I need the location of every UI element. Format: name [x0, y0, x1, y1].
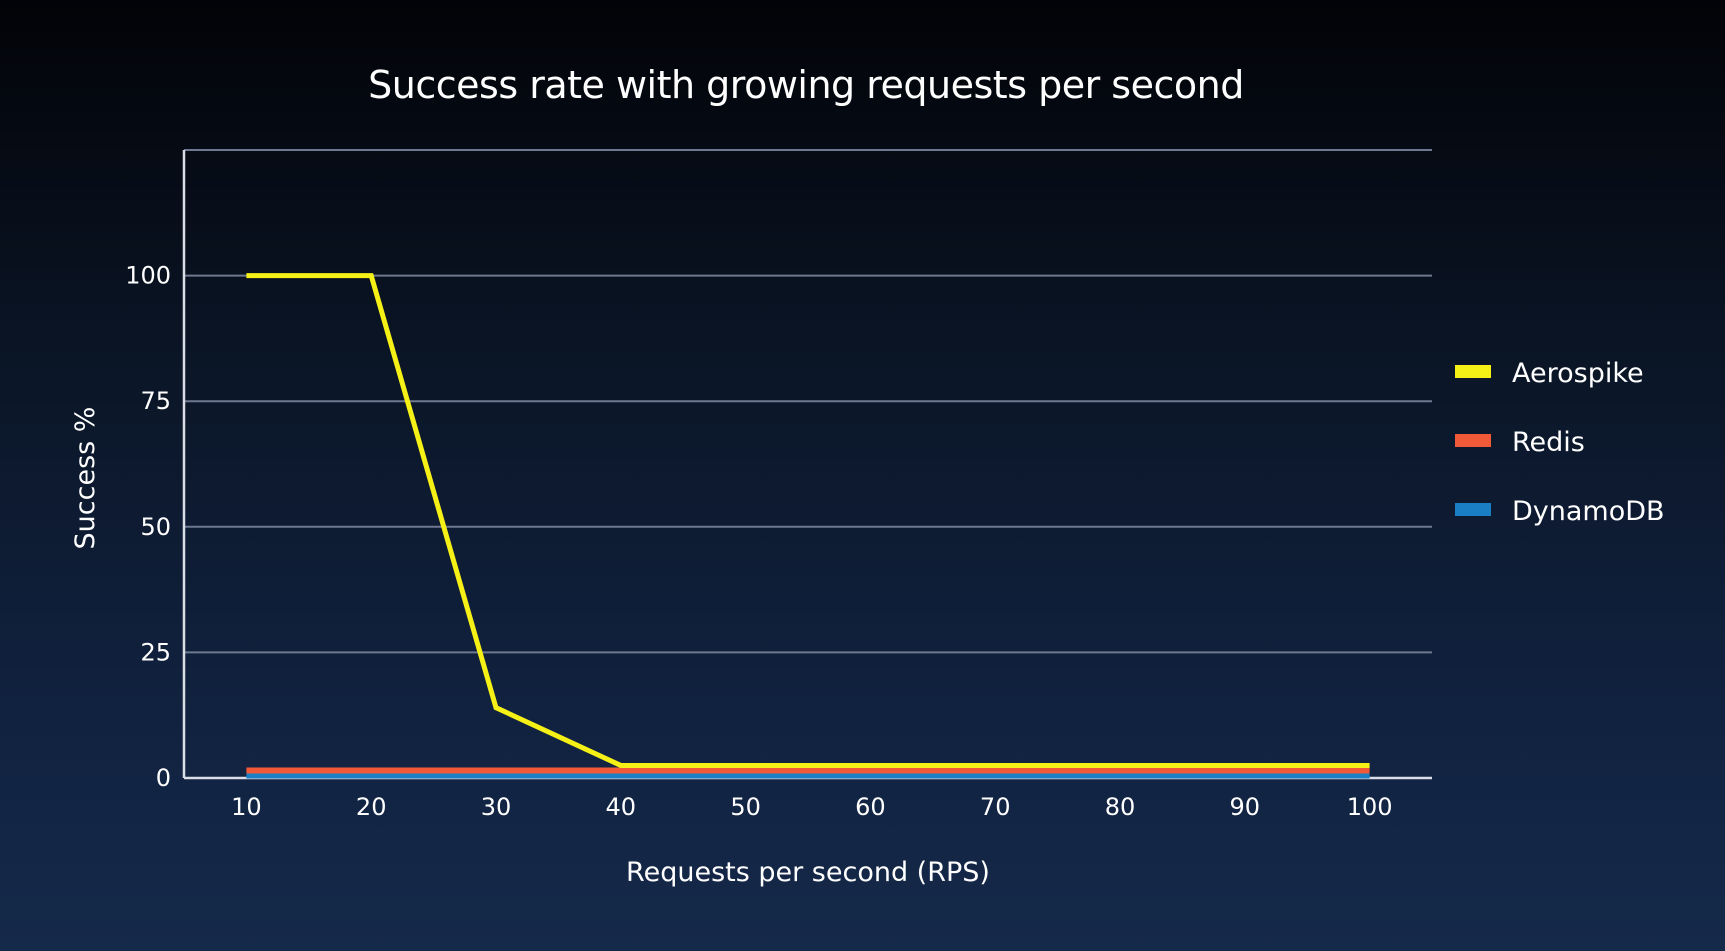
x-tick-labels: 10 20 30 40 50 60 70 80 90 100	[231, 793, 1392, 821]
y-tick-label: 0	[156, 764, 171, 792]
legend-label-dynamodb: DynamoDB	[1512, 496, 1665, 527]
legend-swatch-dynamodb	[1455, 503, 1491, 516]
legend-label-redis: Redis	[1512, 427, 1585, 458]
y-tick-label: 25	[140, 638, 171, 666]
y-tick-label: 75	[140, 387, 171, 415]
x-tick-label: 50	[730, 793, 761, 821]
legend: Aerospike Redis DynamoDB	[1455, 358, 1665, 527]
y-tick-label: 100	[125, 262, 171, 290]
y-tick-labels: 0 25 50 75 100	[125, 262, 171, 792]
y-tick-label: 50	[140, 513, 171, 541]
x-tick-label: 10	[231, 793, 262, 821]
x-tick-label: 20	[356, 793, 387, 821]
axes	[182, 150, 1432, 780]
x-tick-label: 90	[1230, 793, 1261, 821]
x-tick-label: 100	[1347, 793, 1393, 821]
x-tick-label: 40	[606, 793, 637, 821]
series-line-aerospike	[246, 273, 1370, 768]
x-tick-label: 30	[481, 793, 512, 821]
x-tick-label: 60	[855, 793, 886, 821]
x-tick-label: 80	[1105, 793, 1136, 821]
y-axis-label: Success %	[70, 407, 101, 550]
chart-title: Success rate with growing requests per s…	[368, 63, 1244, 107]
legend-label-aerospike: Aerospike	[1512, 358, 1644, 389]
legend-swatch-aerospike	[1455, 365, 1491, 378]
legend-swatch-redis	[1455, 434, 1491, 447]
x-tick-label: 70	[980, 793, 1011, 821]
grid	[184, 149, 1432, 654]
series-lines	[246, 273, 1370, 779]
x-axis-label: Requests per second (RPS)	[626, 857, 990, 888]
